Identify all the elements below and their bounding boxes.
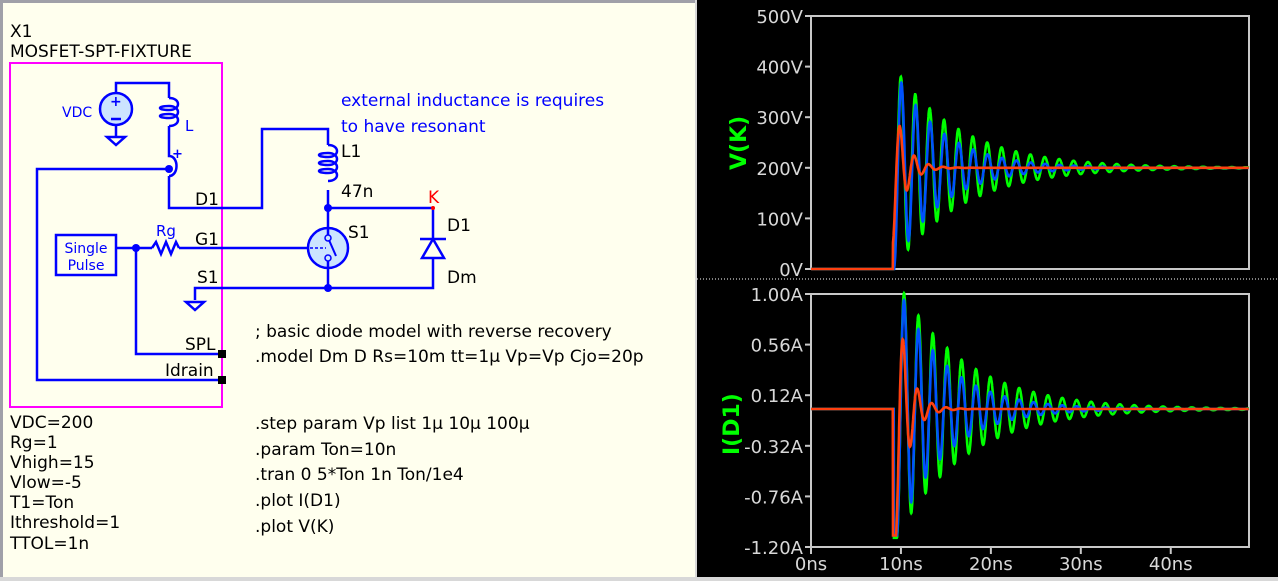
switch-s1[interactable]	[306, 226, 350, 270]
schematic-canvas[interactable]: X1 MOSFET-SPT-FIXTURE +	[0, 0, 695, 577]
pin-idrain: Idrain	[165, 361, 214, 381]
l1-value: 47n	[341, 182, 373, 202]
svg-text:.step param Vp list 1µ 10µ 100: .step param Vp list 1µ 10µ 100µ	[255, 414, 530, 434]
y-tick-label: 400V	[756, 58, 803, 79]
svg-text:; basic diode model with rever: ; basic diode model with reverse recover…	[255, 322, 612, 342]
voltage-source-vdc[interactable]: +	[98, 91, 134, 136]
y-tick-label: -1.20A	[744, 538, 804, 559]
inductor-l1	[317, 143, 339, 183]
y-tick-label: 500V	[756, 7, 803, 28]
x-tick-label: 10ns	[879, 554, 923, 575]
svg-text:.tran 0 5*Ton 1n Ton/1e4: .tran 0 5*Ton 1n Ton/1e4	[255, 465, 464, 485]
series-vp100[interactable]	[811, 336, 1249, 537]
svg-text:Vlow=-5: Vlow=-5	[10, 473, 82, 493]
svg-text:.plot V(K): .plot V(K)	[255, 517, 334, 537]
pin-spl: SPL	[185, 335, 216, 355]
y-tick-label: 0V	[779, 260, 803, 281]
wires	[35, 81, 435, 382]
waveform-canvas[interactable]: 0V 100V 200V 300V 400V 500V -1.20A -0.76A -0.32…	[697, 0, 1278, 577]
ground-icon	[182, 300, 208, 312]
svg-text:.plot I(D1): .plot I(D1)	[255, 491, 341, 511]
y-tick-label: 200V	[756, 159, 803, 180]
y-tick-label: 0.56A	[751, 336, 804, 357]
diode-model-label: Dm	[447, 268, 477, 288]
pin-g1: G1	[195, 230, 219, 250]
series-vp100[interactable]	[811, 124, 1249, 271]
junction-dots	[132, 165, 332, 292]
ground-icon	[103, 135, 129, 147]
plot-id1[interactable]: -1.20A -0.76A -0.32A 0.12A 0.56A 1.00A 0ns 10ns…	[744, 285, 1250, 575]
svg-text:Ithreshold=1: Ithreshold=1	[10, 513, 120, 533]
svg-text:+: +	[110, 94, 122, 110]
subcircuit-box[interactable]	[9, 62, 223, 408]
fixture-name: MOSFET-SPT-FIXTURE	[10, 42, 192, 62]
plus-label: +	[172, 147, 183, 162]
schematic-editor[interactable]: X1 MOSFET-SPT-FIXTURE +	[0, 0, 695, 577]
y-label-id1: I(D1)	[720, 393, 745, 455]
pulse-label: Pulse	[68, 258, 105, 274]
y-tick-label: 300V	[756, 108, 803, 129]
x-tick-label: 40ns	[1149, 554, 1193, 575]
resistor-rg	[150, 238, 181, 258]
node-k-label: K	[428, 188, 440, 208]
pin-s1: S1	[197, 268, 219, 288]
port-idrain[interactable]	[218, 376, 226, 384]
inductor-l	[158, 96, 180, 178]
svg-text:TTOL=1n: TTOL=1n	[9, 534, 89, 554]
pin-d1: D1	[195, 190, 219, 210]
y-label-vk: V(K)	[727, 116, 752, 170]
parameter-list: VDC=200 Rg=1 Vhigh=15 Vlow=-5 T1=Ton Ith…	[9, 413, 120, 554]
series-vp10[interactable]	[811, 80, 1249, 271]
svg-text:.param Ton=10n: .param Ton=10n	[255, 440, 396, 460]
series-vp1[interactable]	[811, 74, 1250, 271]
svg-text:Rg=1: Rg=1	[10, 433, 58, 453]
port-spl[interactable]	[218, 350, 226, 358]
diode-d1	[419, 236, 447, 260]
waveform-viewer[interactable]: 0V 100V 200V 300V 400V 500V -1.20A -0.76A -0.32…	[697, 0, 1278, 577]
y-tick-label: 100V	[756, 209, 803, 230]
x-tick-label: 30ns	[1059, 554, 1103, 575]
s1-label: S1	[348, 223, 370, 243]
x-tick-label: 20ns	[969, 554, 1013, 575]
y-tick-label: 0.12A	[751, 386, 804, 407]
x-tick-label: 0ns	[795, 554, 827, 575]
y-tick-label: 1.00A	[751, 285, 804, 306]
svg-text:external inductance is require: external inductance is requires	[341, 91, 604, 111]
rg-label: Rg	[156, 222, 176, 240]
diode-label: D1	[447, 216, 471, 236]
y-tick-label: -0.32A	[744, 437, 804, 458]
vdc-label: VDC	[62, 105, 92, 121]
svg-text:Vhigh=15: Vhigh=15	[10, 453, 95, 473]
single-pulse-source	[54, 233, 118, 277]
spice-directives[interactable]: ; basic diode model with reverse recover…	[255, 322, 644, 537]
plot-vk[interactable]: 0V 100V 200V 300V 400V 500V	[756, 7, 1250, 281]
instance-name: X1	[10, 22, 32, 42]
plot-frame	[810, 293, 1250, 548]
l1-label: L1	[341, 142, 361, 162]
comment-text: external inductance is requires to have …	[341, 91, 604, 137]
plot-frame	[810, 15, 1250, 270]
y-tick-label: -0.76A	[744, 487, 804, 508]
svg-text:VDC=200: VDC=200	[10, 413, 93, 433]
svg-text:T1=Ton: T1=Ton	[9, 493, 74, 513]
single-label: Single	[64, 241, 107, 257]
series-vp1[interactable]	[811, 290, 1250, 540]
svg-text:to have resonant: to have resonant	[341, 117, 486, 137]
l-label: L	[185, 117, 194, 135]
svg-text:.model Dm D Rs=10m tt=1µ Vp=Vp: .model Dm D Rs=10m tt=1µ Vp=Vp Cjo=20p	[255, 347, 644, 367]
